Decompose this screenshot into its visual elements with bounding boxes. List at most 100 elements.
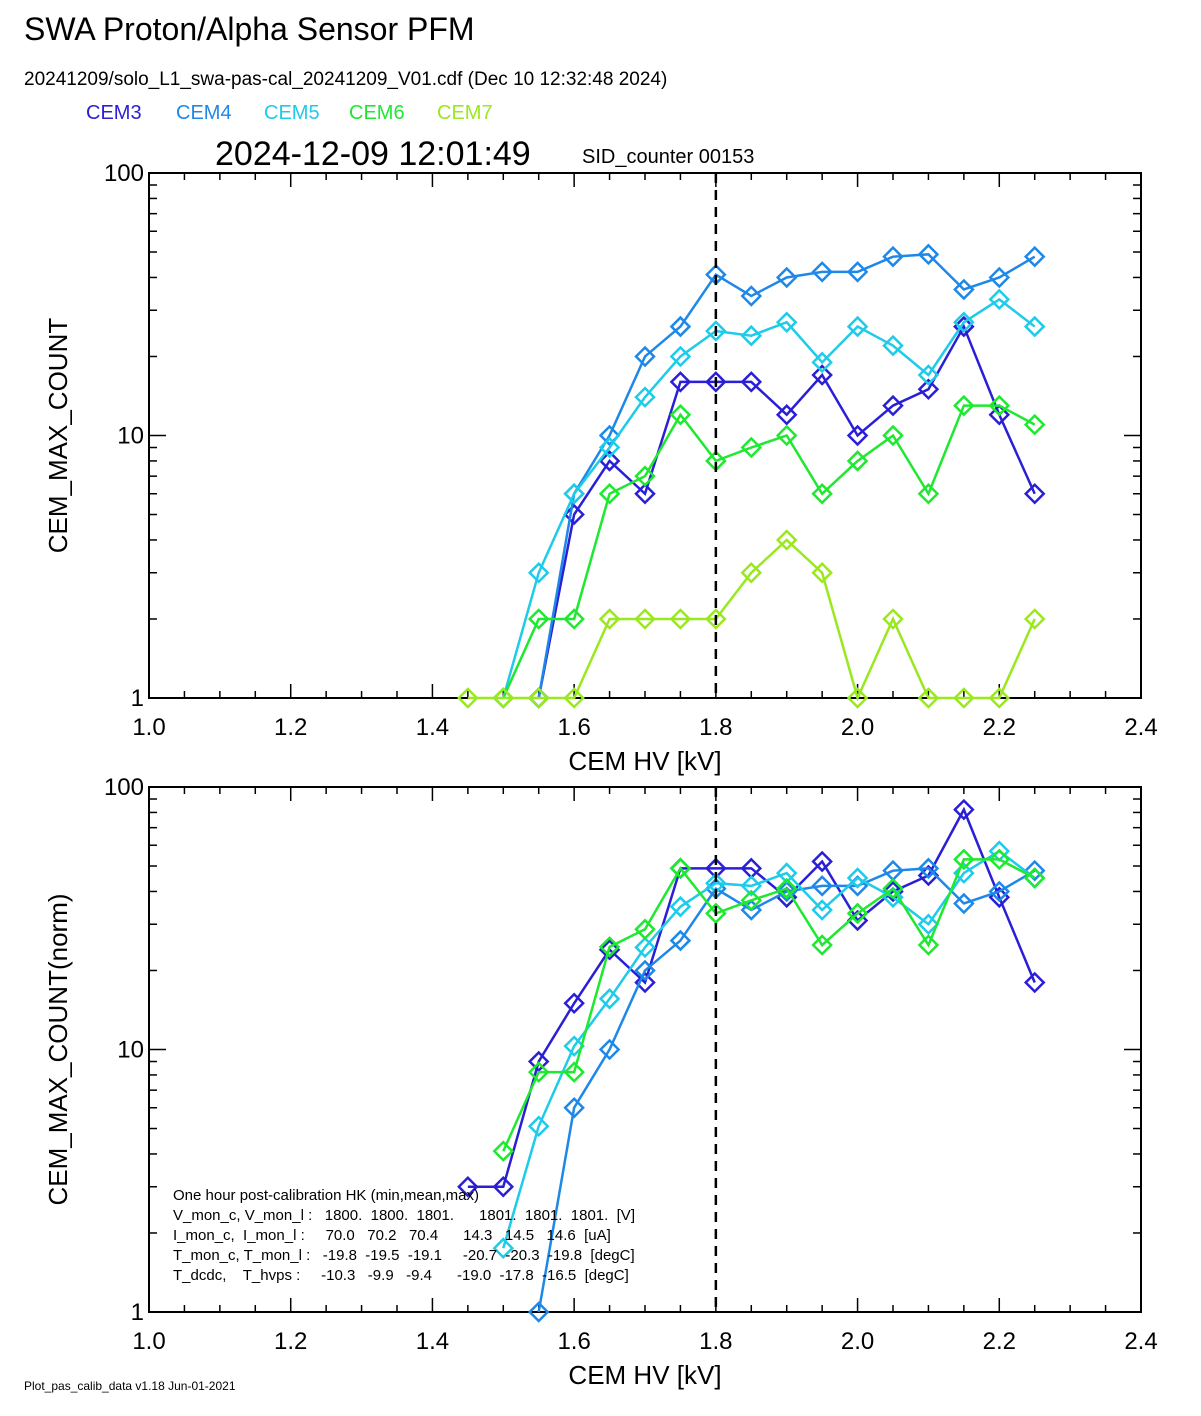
series-line bbox=[467, 538, 1036, 702]
data-point bbox=[634, 465, 656, 487]
data-point bbox=[634, 918, 656, 941]
data-point bbox=[527, 608, 550, 630]
data-point bbox=[705, 608, 727, 630]
data-point bbox=[882, 877, 904, 900]
data-point bbox=[492, 1175, 515, 1198]
data-point bbox=[563, 687, 585, 709]
data-point bbox=[740, 899, 763, 921]
y-tick-label: 10 bbox=[117, 1037, 144, 1064]
data-point bbox=[953, 848, 975, 871]
data-point bbox=[811, 351, 833, 374]
data-point bbox=[563, 482, 585, 505]
data-point bbox=[1023, 315, 1046, 338]
data-point bbox=[598, 436, 621, 459]
data-point bbox=[563, 503, 585, 526]
data-point bbox=[527, 1301, 550, 1323]
data-point bbox=[988, 403, 1011, 426]
hk-line: V_mon_c, V_mon_l : 1800. 1800. 1801. 180… bbox=[173, 1207, 635, 1224]
series-line bbox=[467, 806, 1036, 1189]
data-point bbox=[811, 561, 833, 584]
data-point bbox=[669, 895, 692, 918]
series-line bbox=[537, 323, 1036, 699]
hk-line: T_dcdc, T_hvps : -10.3 -9.9 -9.4 -19.0 -… bbox=[173, 1267, 629, 1284]
data-point bbox=[1023, 245, 1046, 268]
data-point bbox=[882, 424, 904, 447]
file-info: 20241209/solo_L1_swa-pas-cal_20241209_V0… bbox=[24, 69, 667, 90]
data-point bbox=[953, 862, 975, 884]
data-point bbox=[634, 386, 656, 408]
data-point bbox=[563, 1035, 585, 1057]
series-cem3 bbox=[527, 315, 1046, 709]
data-point bbox=[846, 315, 869, 338]
data-point bbox=[1023, 608, 1046, 630]
data-point bbox=[953, 892, 975, 915]
x-tick-label: 1.8 bbox=[699, 714, 732, 741]
data-point bbox=[740, 285, 763, 307]
data-point bbox=[988, 848, 1011, 871]
sid-counter: SID_counter 00153 bbox=[582, 146, 754, 168]
data-point bbox=[492, 687, 515, 709]
data-point bbox=[917, 687, 940, 709]
data-point bbox=[846, 424, 869, 447]
data-point bbox=[917, 364, 940, 386]
series-line bbox=[502, 404, 1036, 699]
data-point bbox=[669, 929, 692, 952]
series-line bbox=[502, 849, 1036, 1249]
data-point bbox=[527, 687, 550, 709]
data-point bbox=[775, 424, 798, 447]
x-tick-label: 1.6 bbox=[557, 714, 590, 741]
legend-item-cem7: CEM7 bbox=[437, 102, 493, 124]
data-point bbox=[811, 364, 833, 386]
data-point bbox=[457, 1175, 479, 1198]
x-tick-label: 1.4 bbox=[416, 1328, 449, 1355]
x-tick-label: 1.6 bbox=[557, 1328, 590, 1355]
x-tick-label: 2.4 bbox=[1124, 714, 1157, 741]
hk-line: I_mon_c, I_mon_l : 70.0 70.2 70.4 14.3 1… bbox=[173, 1227, 611, 1244]
series-cem4 bbox=[527, 243, 1046, 709]
data-point bbox=[846, 261, 869, 283]
data-point bbox=[1023, 971, 1046, 994]
data-point bbox=[846, 450, 869, 472]
data-point bbox=[669, 371, 692, 393]
data-point bbox=[988, 687, 1011, 709]
series-cem7 bbox=[457, 529, 1046, 709]
data-point bbox=[669, 345, 692, 368]
data-point bbox=[917, 378, 940, 401]
data-point bbox=[634, 482, 656, 505]
y-tick-label: 1 bbox=[131, 685, 144, 712]
data-point bbox=[669, 403, 692, 426]
data-point bbox=[563, 1061, 585, 1083]
data-point bbox=[846, 867, 869, 889]
x-tick-label: 2.2 bbox=[983, 1328, 1016, 1355]
data-point bbox=[669, 857, 692, 880]
x-tick-label: 2.0 bbox=[841, 1328, 874, 1355]
data-point bbox=[882, 334, 904, 357]
data-point bbox=[598, 450, 621, 472]
data-point bbox=[705, 902, 727, 925]
x-tick-label: 1.2 bbox=[274, 1328, 307, 1355]
data-point bbox=[917, 857, 940, 880]
data-point bbox=[457, 687, 479, 709]
legend-item-cem5: CEM5 bbox=[264, 102, 320, 124]
data-point bbox=[527, 1115, 550, 1138]
data-point bbox=[705, 320, 727, 342]
data-point bbox=[811, 850, 833, 873]
series-cem5 bbox=[492, 840, 1046, 1259]
x-axis-label: CEM HV [kV] bbox=[568, 746, 721, 776]
data-point bbox=[740, 371, 763, 393]
x-tick-label: 2.0 bbox=[841, 714, 874, 741]
data-point bbox=[527, 1050, 550, 1073]
data-point bbox=[917, 482, 940, 505]
series-line bbox=[502, 297, 1036, 699]
data-point bbox=[775, 880, 798, 903]
x-tick-label: 1.0 bbox=[132, 1328, 165, 1355]
timestamp: 2024-12-09 12:01:49 bbox=[215, 135, 531, 173]
data-point bbox=[492, 1237, 515, 1259]
data-point bbox=[598, 424, 621, 447]
data-point bbox=[634, 345, 656, 368]
data-point bbox=[634, 959, 656, 982]
data-point bbox=[492, 1140, 515, 1162]
data-point bbox=[1023, 867, 1046, 889]
series-line bbox=[537, 867, 1036, 1313]
x-tick-label: 1.2 bbox=[274, 714, 307, 741]
